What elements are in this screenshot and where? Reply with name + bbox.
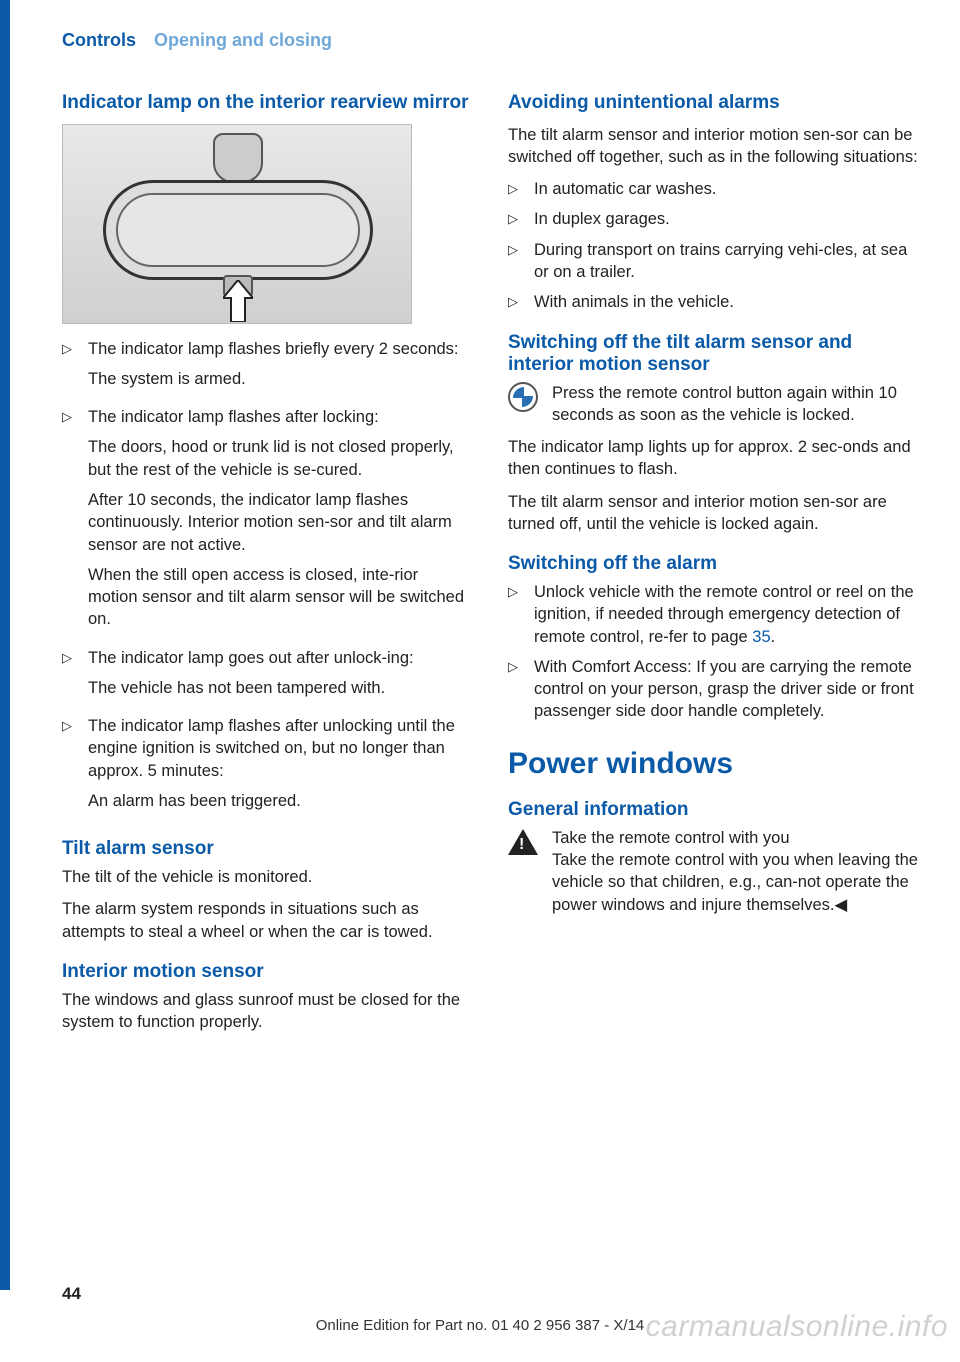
list-body: The indicator lamp goes out after unlock… xyxy=(88,647,472,708)
triangle-bullet-icon: ▷ xyxy=(508,178,522,200)
list-body: Unlock vehicle with the remote control o… xyxy=(534,581,918,648)
list-para: The vehicle has not been tampered with. xyxy=(88,677,472,699)
right-column: Avoiding unintentional alarms The tilt a… xyxy=(508,91,918,1044)
header-subsection: Opening and closing xyxy=(154,30,332,51)
page-link[interactable]: 35 xyxy=(752,628,770,646)
triangle-bullet-icon: ▷ xyxy=(508,656,522,723)
list-body: With animals in the vehicle. xyxy=(534,291,918,313)
list-item: ▷ During transport on trains carrying ve… xyxy=(508,239,918,284)
alarm-item-post: . xyxy=(771,628,776,646)
list-body: In duplex garages. xyxy=(534,208,918,230)
indicator-list: ▷ The indicator lamp flashes briefly eve… xyxy=(62,338,472,821)
triangle-bullet-icon: ▷ xyxy=(62,715,76,820)
mirror-stem xyxy=(213,133,263,183)
interior-para: The windows and glass sunroof must be cl… xyxy=(62,989,472,1034)
warning-text: Take the remote control with you Take th… xyxy=(552,827,918,916)
avoid-intro: The tilt alarm sensor and interior motio… xyxy=(508,124,918,169)
switchoff-para-3: The tilt alarm sensor and interior motio… xyxy=(508,491,918,536)
alarm-item-text: Unlock vehicle with the remote control o… xyxy=(534,583,914,646)
mirror-body xyxy=(103,180,373,280)
list-lead: The indicator lamp flashes after locking… xyxy=(88,406,472,428)
heading-interior: Interior motion sensor xyxy=(62,961,472,983)
triangle-bullet-icon: ▷ xyxy=(62,338,76,399)
triangle-bullet-icon: ▷ xyxy=(508,581,522,648)
warning-row: Take the remote control with you Take th… xyxy=(508,827,918,916)
warning-triangle-icon xyxy=(508,827,542,855)
heading-tilt: Tilt alarm sensor xyxy=(62,838,472,860)
heading-general-info: General information xyxy=(508,799,918,821)
heading-switchoff: Switching off the tilt alarm sensor and … xyxy=(508,332,918,376)
list-para: An alarm has been triggered. xyxy=(88,790,472,812)
bmw-icon-row: Press the remote control button again wi… xyxy=(508,382,918,427)
list-lead: The indicator lamp flashes briefly every… xyxy=(88,338,472,360)
avoid-list: ▷ In automatic car washes. ▷ In duplex g… xyxy=(508,178,918,313)
list-body: During transport on trains carrying vehi… xyxy=(534,239,918,284)
mirror-glass xyxy=(116,193,360,267)
warning-lead: Take the remote control with you xyxy=(552,829,790,847)
heading-indicator-lamp: Indicator lamp on the interior rearview … xyxy=(62,91,472,116)
list-para: When the still open access is closed, in… xyxy=(88,564,472,631)
alarm-list: ▷ Unlock vehicle with the remote control… xyxy=(508,581,918,723)
list-item: ▷ With animals in the vehicle. xyxy=(508,291,918,313)
triangle-bullet-icon: ▷ xyxy=(62,406,76,638)
list-item: ▷ In automatic car washes. xyxy=(508,178,918,200)
list-item: ▷ In duplex garages. xyxy=(508,208,918,230)
bmw-logo-icon xyxy=(508,382,542,412)
side-bar xyxy=(0,0,10,1290)
left-column: Indicator lamp on the interior rearview … xyxy=(62,91,472,1044)
list-item: ▷ The indicator lamp flashes after unloc… xyxy=(62,715,472,820)
tilt-para-2: The alarm system responds in situations … xyxy=(62,898,472,943)
list-body: The indicator lamp flashes briefly every… xyxy=(88,338,472,399)
list-item: ▷ The indicator lamp goes out after unlo… xyxy=(62,647,472,708)
list-body: The indicator lamp flashes after unlocki… xyxy=(88,715,472,820)
header-section: Controls xyxy=(62,30,136,51)
list-item: ▷ The indicator lamp flashes briefly eve… xyxy=(62,338,472,399)
list-para: The system is armed. xyxy=(88,368,472,390)
triangle-bullet-icon: ▷ xyxy=(508,239,522,284)
triangle-bullet-icon: ▷ xyxy=(508,208,522,230)
footer-edition: Online Edition for Part no. 01 40 2 956 … xyxy=(0,1317,960,1334)
list-item: ▷ The indicator lamp flashes after locki… xyxy=(62,406,472,638)
triangle-bullet-icon: ▷ xyxy=(508,291,522,313)
page-number: 44 xyxy=(62,1284,81,1304)
heading-switchalarm: Switching off the alarm xyxy=(508,553,918,575)
switchoff-icon-text: Press the remote control button again wi… xyxy=(552,382,918,427)
mirror-figure xyxy=(62,124,412,324)
tilt-para-1: The tilt of the vehicle is monitored. xyxy=(62,866,472,888)
triangle-bullet-icon: ▷ xyxy=(62,647,76,708)
list-para: The doors, hood or trunk lid is not clos… xyxy=(88,436,472,481)
list-item: ▷ Unlock vehicle with the remote control… xyxy=(508,581,918,648)
list-lead: The indicator lamp goes out after unlock… xyxy=(88,647,472,669)
list-body: With Comfort Access: If you are carrying… xyxy=(534,656,918,723)
switchoff-para-2: The indicator lamp lights up for approx.… xyxy=(508,436,918,481)
content-area: Indicator lamp on the interior rearview … xyxy=(0,51,960,1044)
list-body: The indicator lamp flashes after locking… xyxy=(88,406,472,638)
page-header: Controls Opening and closing xyxy=(0,0,960,51)
list-para: After 10 seconds, the indicator lamp fla… xyxy=(88,489,472,556)
arrow-up-icon xyxy=(223,280,253,322)
heading-power-windows: Power windows xyxy=(508,747,918,781)
warning-body: Take the remote control with you when le… xyxy=(552,851,918,914)
list-body: In automatic car washes. xyxy=(534,178,918,200)
list-item: ▷ With Comfort Access: If you are carryi… xyxy=(508,656,918,723)
list-lead: The indicator lamp flashes after unlocki… xyxy=(88,715,472,782)
heading-avoid: Avoiding unintentional alarms xyxy=(508,91,918,116)
